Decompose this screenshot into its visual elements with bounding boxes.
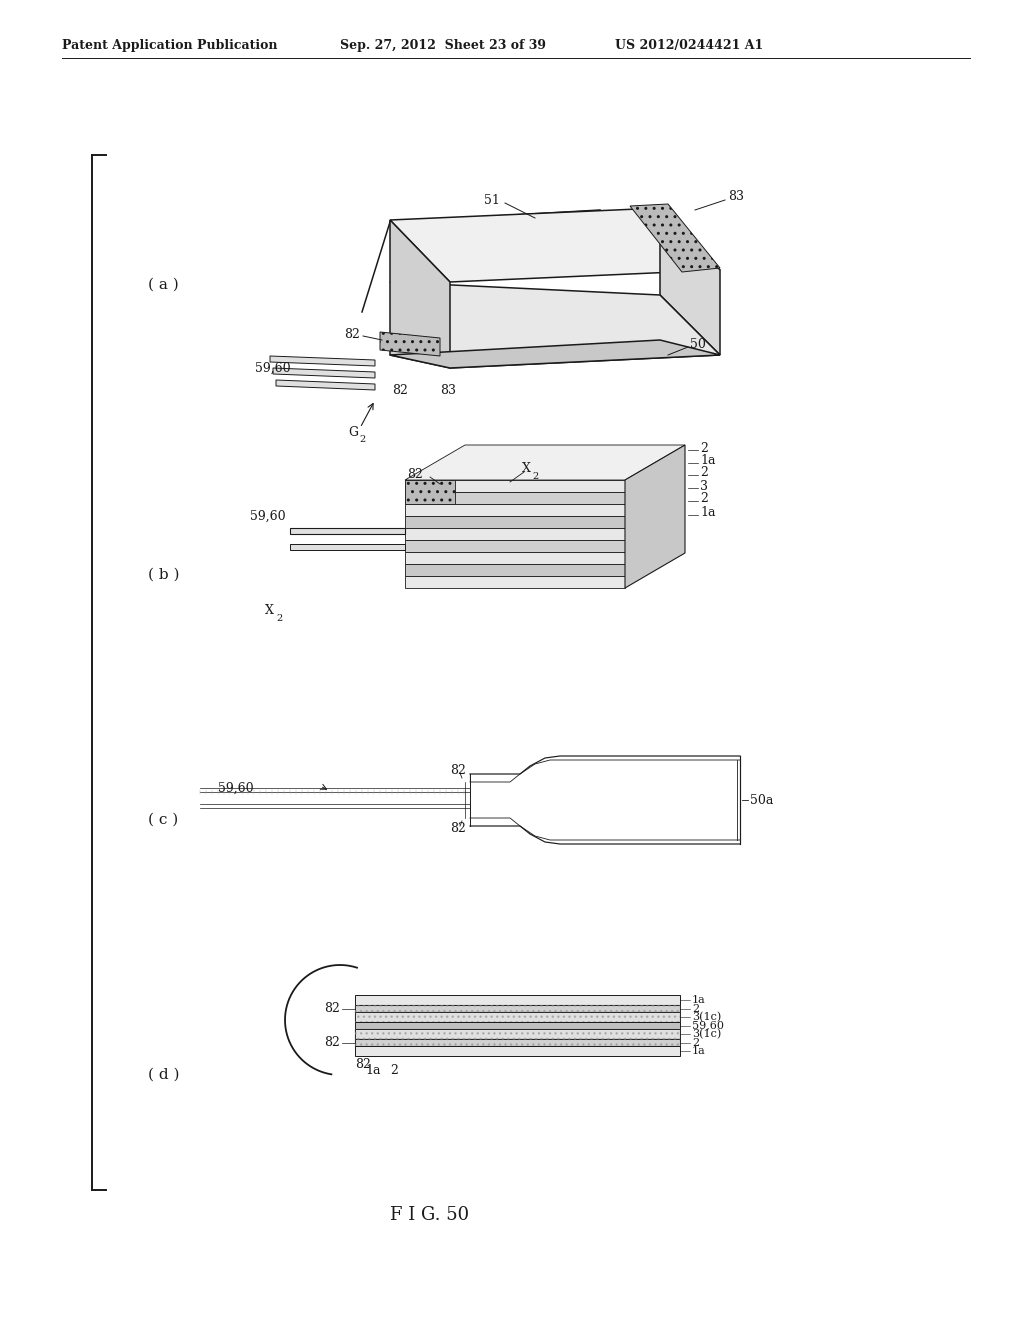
Text: 51: 51 [484,194,500,206]
Text: 59,60: 59,60 [692,1020,724,1031]
Bar [355,1030,680,1039]
Text: 59,60: 59,60 [218,781,254,795]
Text: X: X [522,462,530,474]
Polygon shape [406,504,625,516]
Text: ( b ): ( b ) [148,568,179,582]
Polygon shape [290,528,406,535]
Text: 82: 82 [408,467,423,480]
Text: 2: 2 [692,1003,699,1014]
Polygon shape [406,552,625,564]
Text: 2: 2 [700,466,708,479]
Text: 1a: 1a [365,1064,381,1077]
Polygon shape [406,540,625,552]
Polygon shape [380,333,440,356]
Text: 83: 83 [440,384,456,396]
Polygon shape [630,205,720,272]
Text: 2: 2 [692,1038,699,1048]
Polygon shape [406,492,625,504]
Text: 59,60: 59,60 [250,510,286,523]
Text: 82: 82 [325,1036,340,1049]
Polygon shape [406,480,455,504]
Bar [355,995,680,1005]
Text: ( c ): ( c ) [148,813,178,828]
Text: Sep. 27, 2012  Sheet 23 of 39: Sep. 27, 2012 Sheet 23 of 39 [340,40,546,53]
Polygon shape [390,341,720,368]
Text: 3(1c): 3(1c) [692,1028,721,1039]
Bar [355,1039,680,1045]
Polygon shape [276,380,375,389]
Text: 3(1c): 3(1c) [692,1012,721,1022]
Text: 82: 82 [450,763,466,776]
Text: 82: 82 [450,821,466,834]
Text: 59,60: 59,60 [255,362,291,375]
Polygon shape [406,576,625,587]
Bar [355,1022,680,1030]
Text: Patent Application Publication: Patent Application Publication [62,40,278,53]
Text: ( a ): ( a ) [148,279,179,292]
Text: 2: 2 [276,614,283,623]
Text: F I G. 50: F I G. 50 [390,1206,470,1224]
Polygon shape [660,209,720,355]
Text: 50: 50 [690,338,706,351]
Text: 3: 3 [700,479,708,492]
Text: 50a: 50a [750,793,773,807]
Text: 1a: 1a [692,995,706,1005]
Text: G: G [348,425,358,438]
Text: 2: 2 [700,441,708,454]
Bar [355,1045,680,1056]
Polygon shape [273,368,375,378]
Polygon shape [406,564,625,576]
Bar [355,1039,680,1045]
Text: 82: 82 [392,384,408,396]
Bar [355,1005,680,1012]
Polygon shape [406,445,685,480]
Polygon shape [406,528,625,540]
Polygon shape [390,209,720,282]
Polygon shape [270,356,375,366]
Bar [355,1012,680,1022]
Bar [355,1012,680,1022]
Text: X: X [265,603,273,616]
Polygon shape [406,516,625,528]
Text: US 2012/0244421 A1: US 2012/0244421 A1 [615,40,763,53]
Text: 2: 2 [359,436,366,444]
Polygon shape [290,544,406,550]
Polygon shape [390,282,720,368]
Bar [355,1005,680,1012]
Text: 83: 83 [728,190,744,202]
Text: 1a: 1a [700,454,716,466]
Bar [355,1030,680,1039]
Text: 2: 2 [390,1064,398,1077]
Polygon shape [406,480,625,492]
Text: 1a: 1a [692,1045,706,1056]
Text: 2: 2 [532,473,539,480]
Text: 82: 82 [325,1002,340,1015]
Text: 2: 2 [700,492,708,506]
Text: ( d ): ( d ) [148,1068,179,1082]
Polygon shape [625,445,685,587]
Text: 82: 82 [344,327,360,341]
Text: 82: 82 [355,1057,371,1071]
Text: 1a: 1a [700,507,716,520]
Polygon shape [390,220,450,368]
